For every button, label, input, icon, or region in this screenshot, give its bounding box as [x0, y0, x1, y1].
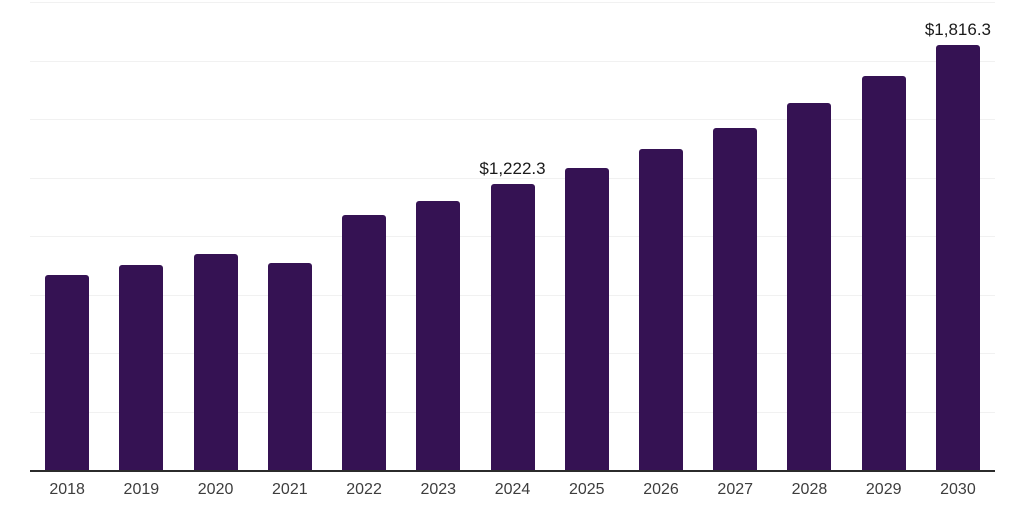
- bar-column-2029: [847, 2, 921, 470]
- bar-2027: [713, 128, 758, 470]
- gridline: [30, 60, 995, 62]
- bar-2018: [45, 275, 90, 470]
- plot-area: $1,222.3 $1,816.3: [30, 2, 995, 472]
- bar-2022: [342, 214, 387, 470]
- bar-column-2022: [327, 2, 401, 470]
- bar-2021: [267, 262, 312, 470]
- bar-2024: [490, 183, 535, 470]
- value-label-2024: $1,222.3: [479, 158, 546, 178]
- x-tick-label-2018: 2018: [49, 481, 85, 498]
- bar-column-2020: [178, 2, 252, 470]
- value-label-2030: $1,816.3: [924, 20, 992, 39]
- x-tick-label-2027: 2027: [717, 481, 754, 498]
- bar-2019: [119, 265, 164, 470]
- bar-columns: $1,222.3 $1,816.3: [30, 2, 995, 470]
- bar-2020: [193, 254, 238, 470]
- x-tick-label-2030: 2030: [940, 481, 976, 498]
- x-tick-label-2020: 2020: [197, 481, 234, 498]
- x-tick-label-2021: 2021: [272, 481, 308, 498]
- x-tick-label-2024: 2024: [494, 481, 531, 498]
- bar-column-2025: [550, 2, 624, 470]
- x-tick-label-2022: 2022: [346, 481, 382, 498]
- bar-2030: [935, 45, 980, 470]
- bar-column-2027: [698, 2, 772, 470]
- x-tick-label-2028: 2028: [791, 481, 828, 498]
- x-tick-label-2029: 2029: [865, 481, 902, 498]
- x-tick-label-2025: 2025: [568, 481, 605, 498]
- bar-2026: [638, 148, 683, 470]
- bar-column-2019: [104, 2, 178, 470]
- x-tick-label-2023: 2023: [420, 481, 457, 498]
- gridline: [30, 177, 995, 179]
- x-tick-label-2026: 2026: [643, 481, 679, 498]
- bar-2029: [861, 75, 906, 470]
- x-tick-label-2019: 2019: [123, 481, 160, 498]
- bar-2023: [416, 201, 461, 470]
- bar-column-2028: [772, 2, 846, 470]
- bar-column-2023: [401, 2, 475, 470]
- bar-column-2030: $1,816.3: [921, 2, 995, 470]
- gridline: [30, 2, 995, 3]
- bar-column-2026: [624, 2, 698, 470]
- bar-2028: [787, 103, 832, 470]
- bar-column-2024: $1,222.3: [475, 2, 549, 470]
- bar-column-2021: [253, 2, 327, 470]
- bar-2025: [564, 168, 609, 470]
- bar-column-2018: [30, 2, 104, 470]
- x-axis: 2018 2019 2020 2021 2022 2023 2024 2025 2026 2027…: [30, 479, 995, 501]
- gridline: [30, 119, 995, 120]
